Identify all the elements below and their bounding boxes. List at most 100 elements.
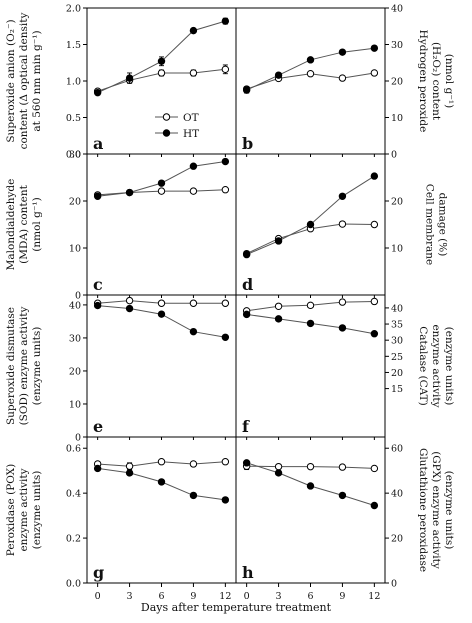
data-point	[242, 459, 251, 467]
x-tick-label: 9	[339, 591, 345, 602]
data-point	[157, 310, 166, 318]
data-point	[125, 462, 134, 470]
data-point	[274, 71, 283, 79]
y-axis-label-line: Superoxide anion (O₂⁻)	[5, 19, 17, 142]
data-point	[306, 319, 315, 328]
y-tick-label: 1.0	[66, 77, 81, 88]
y-tick-label: 2.0	[66, 4, 81, 15]
data-point	[306, 56, 315, 64]
y-tick-label: 20	[391, 77, 403, 88]
data-point	[338, 220, 347, 228]
y-tick-label: 15	[391, 384, 403, 395]
y-tick-label: 10	[69, 399, 81, 410]
y-tick-label: 20	[391, 197, 403, 208]
data-point	[125, 296, 134, 305]
panel-frame	[235, 7, 386, 155]
series-OT	[242, 462, 379, 473]
series-line	[246, 47, 375, 91]
y-tick-label: 0	[391, 150, 397, 161]
panel-letter: h	[242, 563, 254, 582]
y-axis-label-line: (H₂O₂) content	[430, 42, 442, 121]
data-point	[370, 220, 379, 229]
y-axis-label-line: (MDA) content	[18, 184, 30, 263]
y-axis-label-line: at 560 nm min g⁻¹)	[31, 30, 43, 131]
data-point	[93, 192, 102, 201]
data-point	[306, 462, 315, 471]
data-point	[189, 187, 198, 195]
series-HT	[242, 44, 379, 94]
data-point	[189, 460, 198, 468]
data-point	[338, 324, 347, 332]
data-point	[370, 69, 379, 77]
y-tick-label: 0.0	[66, 150, 81, 161]
data-point	[370, 330, 379, 338]
series-HT	[93, 157, 230, 201]
x-tick-label: 12	[219, 591, 231, 602]
y-axis-label-line: (enzyme units)	[31, 327, 43, 406]
series-HT	[93, 301, 230, 341]
data-point	[274, 469, 283, 477]
y-tick-label: 1.5	[66, 40, 81, 51]
y-axis-label-line: Superoxide dismutase	[5, 307, 17, 425]
panel-f: 15 20 25 30 35 40 Catalase (CAT) enzyme activit…	[235, 294, 455, 440]
data-point	[157, 478, 166, 486]
panel-b: 0 10 20 30 40 Hydrogen peroxide (H₂O₂) content…	[235, 4, 455, 161]
data-point	[306, 482, 315, 490]
data-point	[370, 172, 379, 180]
y-axis-label-line: (enzyme units)	[31, 471, 43, 550]
y-axis-label-line: (nmol g⁻¹)	[31, 197, 43, 251]
legend: OT HT	[155, 112, 199, 140]
y-tick-label: 40	[391, 489, 403, 500]
data-point	[93, 301, 102, 310]
x-tick-label: 6	[158, 591, 164, 602]
y-tick-label: 20	[391, 534, 403, 545]
data-point	[157, 57, 166, 65]
y-axis-label-line: (enzyme units)	[443, 327, 455, 406]
y-axis-label-line: enzyme activity	[18, 468, 30, 551]
legend-marker	[162, 113, 171, 121]
series-OT	[93, 296, 230, 307]
data-point	[370, 501, 379, 510]
data-point	[157, 69, 166, 77]
y-tick-label: 30	[69, 150, 81, 161]
panels: 0.0 0.5 1.0 1.5 2.0 Superoxide anion (O₂⁻) con…	[5, 4, 455, 603]
series-HT	[93, 464, 230, 504]
data-point	[221, 458, 230, 466]
series-HT	[242, 172, 379, 259]
panel-letter: c	[93, 275, 103, 294]
data-point	[274, 302, 283, 310]
panel-letter: d	[242, 275, 253, 294]
series-OT	[93, 64, 230, 95]
panel-frame	[86, 153, 237, 296]
y-axis-label-line: Glutathione peroxidase	[417, 448, 429, 572]
series-OT	[242, 297, 379, 315]
data-point	[338, 298, 347, 306]
data-point	[306, 301, 315, 310]
y-tick-label: 30	[391, 40, 403, 51]
data-point	[338, 463, 347, 471]
y-tick-label: 60	[391, 444, 403, 455]
y-tick-label: 40	[391, 303, 403, 314]
data-point	[370, 44, 379, 52]
y-tick-label: 20	[69, 366, 81, 377]
data-point	[274, 462, 283, 471]
series-line	[246, 175, 375, 256]
series-OT	[242, 69, 379, 93]
y-tick-label: 0	[75, 291, 81, 302]
data-point	[338, 48, 347, 56]
data-point	[338, 74, 347, 82]
y-axis-label-line: Cell membrane	[424, 184, 436, 265]
panel-letter: g	[93, 563, 104, 582]
panel-frame	[86, 7, 237, 155]
y-tick-label: 30	[391, 336, 403, 347]
x-tick-label: 6	[307, 591, 313, 602]
data-point	[157, 187, 166, 195]
data-point	[125, 304, 134, 313]
data-point	[189, 26, 198, 35]
data-point	[242, 310, 251, 319]
data-point	[125, 74, 134, 82]
data-point	[189, 299, 198, 307]
y-tick-label: 25	[391, 352, 403, 363]
